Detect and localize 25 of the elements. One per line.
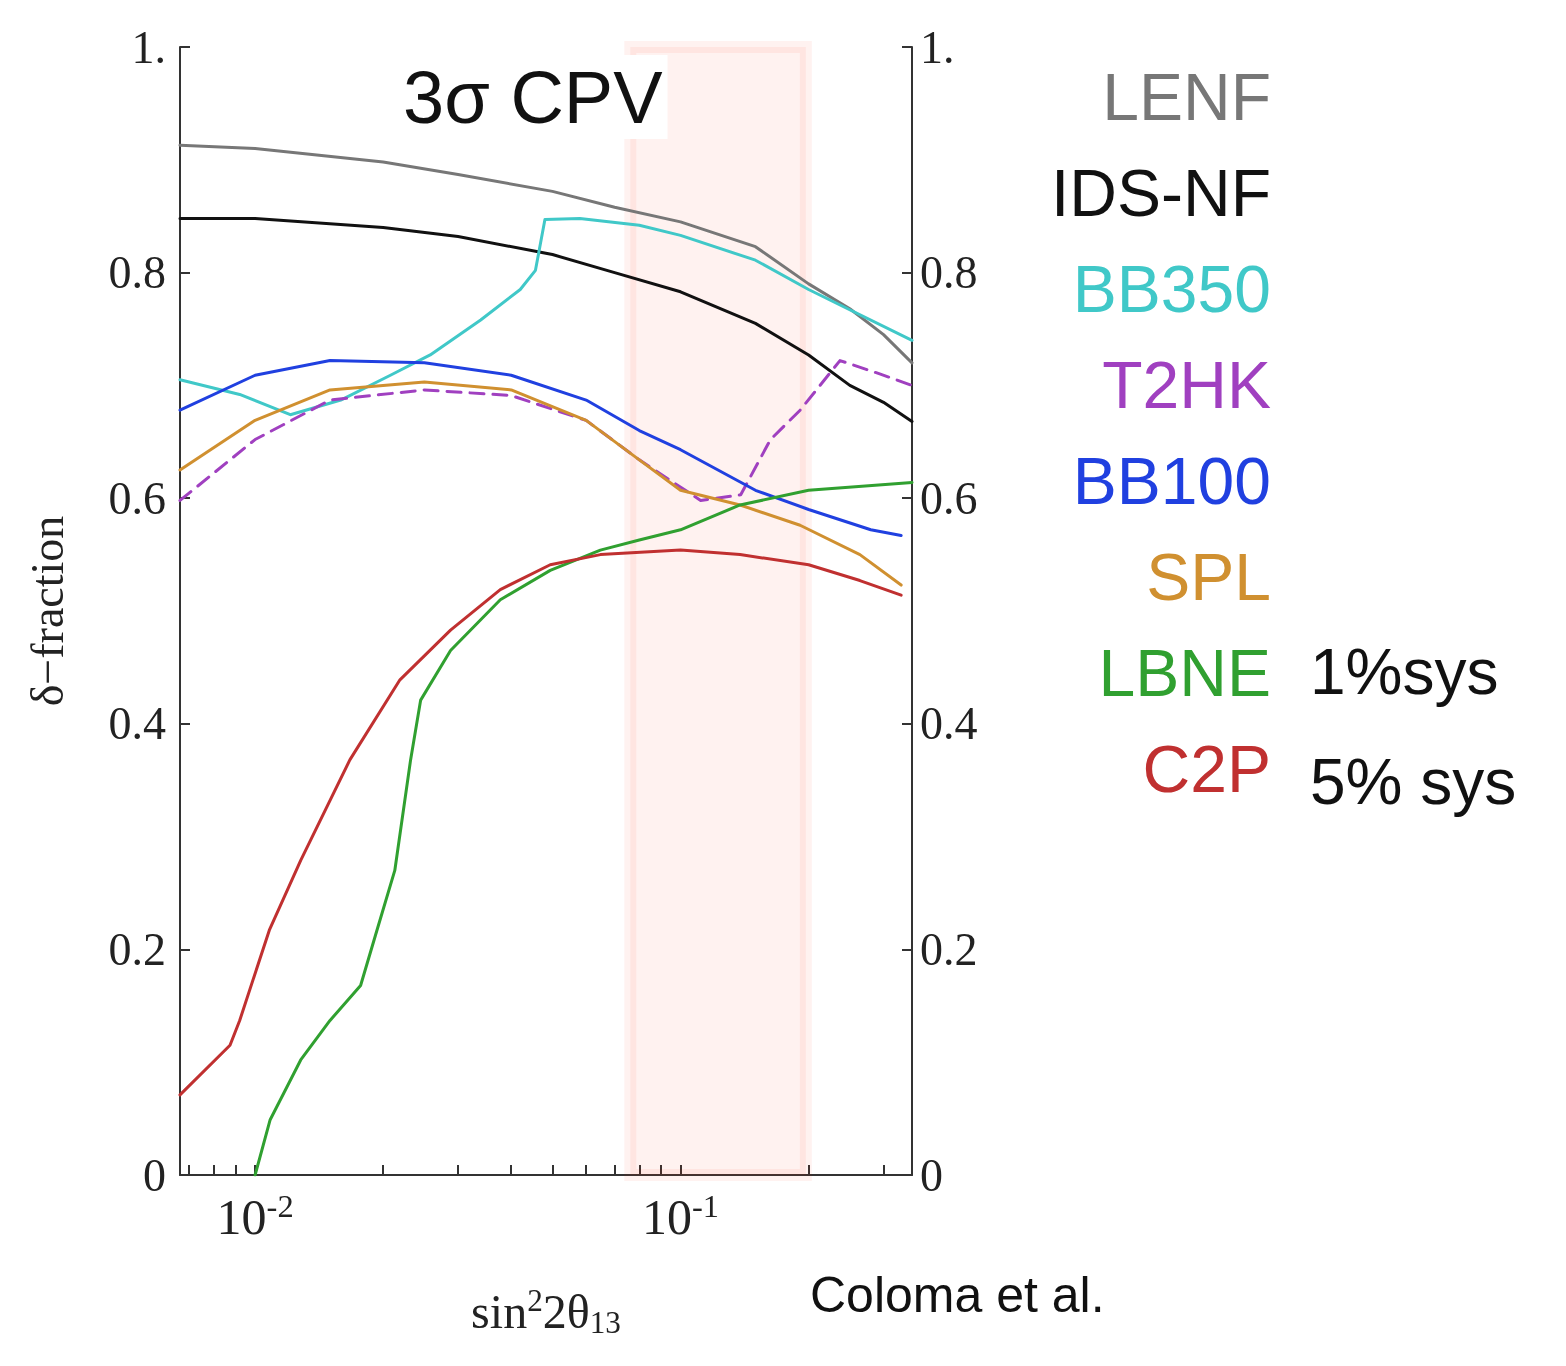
y2-tick-label: 0 xyxy=(920,1149,943,1201)
y-tick-label: 0.2 xyxy=(108,923,166,975)
text: T2HK xyxy=(1102,347,1271,422)
y2-tick-label: 1. xyxy=(920,21,955,73)
text: LBNE xyxy=(1098,635,1271,710)
y2-tick-label: 0.6 xyxy=(920,472,978,524)
chart-title: 3σ CPV xyxy=(403,55,664,139)
text: LENF xyxy=(1102,59,1271,134)
text: 5% sys xyxy=(1310,746,1517,818)
text: BB350 xyxy=(1072,251,1271,326)
text: 1%sys xyxy=(1310,636,1499,708)
y-tick-label: 0 xyxy=(143,1149,166,1201)
y-tick-label: 0.8 xyxy=(108,247,166,299)
text: IDS-NF xyxy=(1051,155,1271,230)
y2-tick-label: 0.2 xyxy=(920,923,978,975)
text: Coloma et al. xyxy=(810,1267,1105,1323)
text: C2P xyxy=(1142,731,1271,806)
y-tick-label: 1. xyxy=(131,21,166,73)
y2-tick-label: 0.8 xyxy=(920,247,978,299)
y2-tick-label: 0.4 xyxy=(920,698,978,750)
y-axis-title: δ−fraction xyxy=(21,515,73,707)
text: BB100 xyxy=(1072,443,1271,518)
text: SPL xyxy=(1146,539,1271,614)
y-tick-label: 0.4 xyxy=(108,698,166,750)
y-tick-label: 0.6 xyxy=(108,472,166,524)
